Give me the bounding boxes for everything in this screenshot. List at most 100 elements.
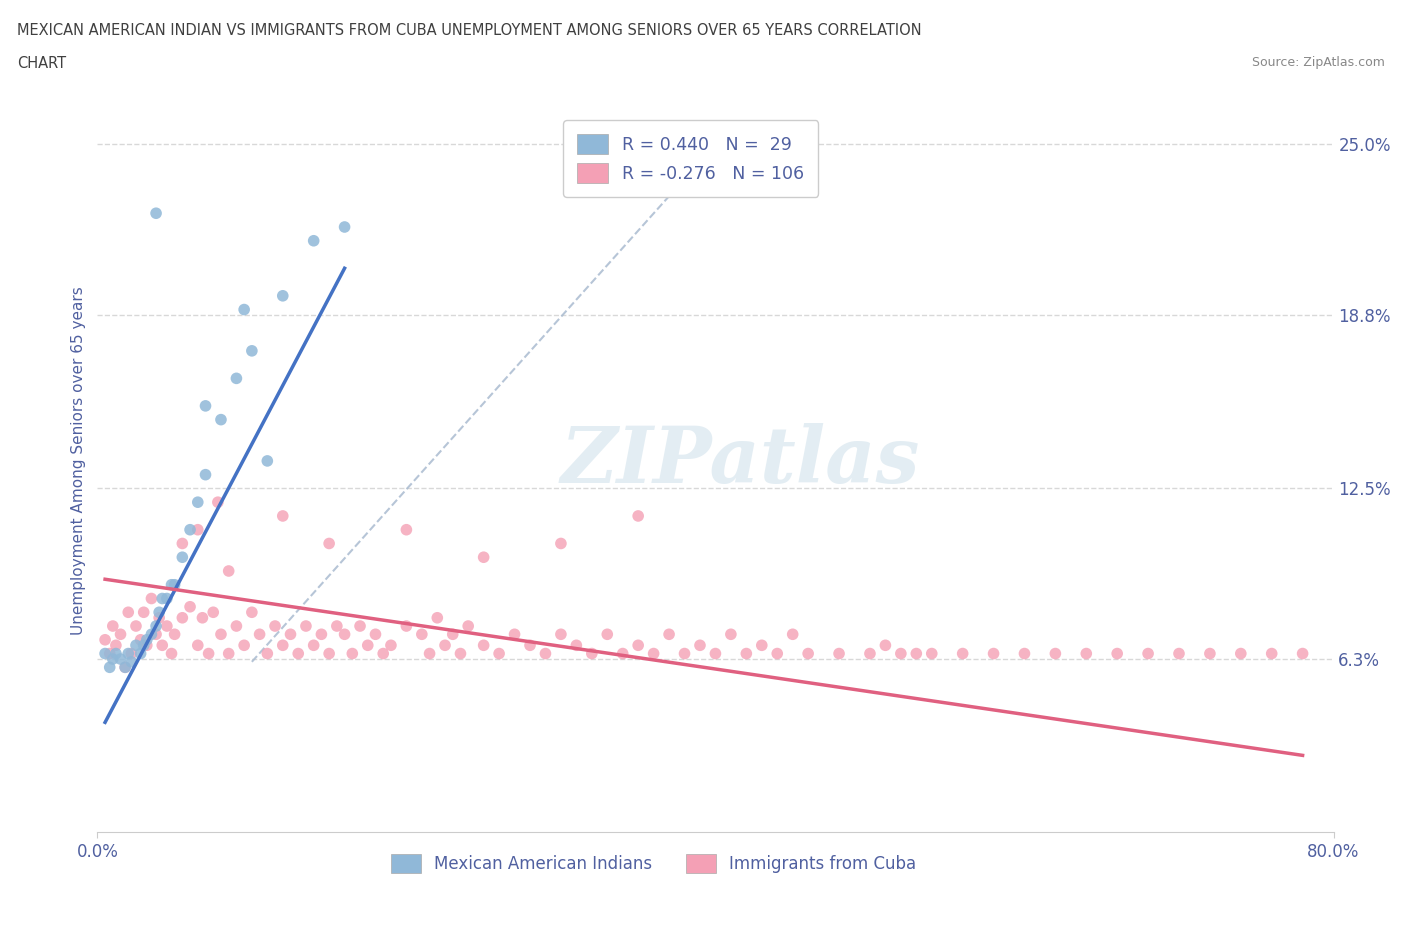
- Point: [202, 604, 225, 619]
- Point: [163, 578, 186, 592]
- Point: [218, 646, 240, 661]
- Point: [457, 618, 479, 633]
- Point: [689, 638, 711, 653]
- Point: [411, 627, 433, 642]
- Point: [240, 343, 263, 358]
- Point: [101, 618, 124, 633]
- Point: [194, 467, 217, 482]
- Point: [150, 591, 173, 606]
- Point: [110, 652, 132, 667]
- Point: [890, 646, 912, 661]
- Point: [565, 638, 588, 653]
- Point: [333, 627, 356, 642]
- Point: [104, 638, 127, 653]
- Point: [859, 646, 882, 661]
- Point: [921, 646, 943, 661]
- Point: [197, 646, 219, 661]
- Point: [519, 638, 541, 653]
- Point: [187, 523, 209, 538]
- Point: [704, 646, 727, 661]
- Point: [373, 646, 395, 661]
- Point: [233, 302, 256, 317]
- Point: [1168, 646, 1191, 661]
- Text: MEXICAN AMERICAN INDIAN VS IMMIGRANTS FROM CUBA UNEMPLOYMENT AMONG SENIORS OVER : MEXICAN AMERICAN INDIAN VS IMMIGRANTS FR…: [17, 23, 921, 38]
- Point: [550, 627, 572, 642]
- Point: [264, 618, 287, 633]
- Point: [160, 578, 183, 592]
- Point: [380, 638, 402, 653]
- Point: [627, 509, 650, 524]
- Point: [225, 618, 247, 633]
- Point: [983, 646, 1005, 661]
- Point: [426, 610, 449, 625]
- Point: [503, 627, 526, 642]
- Point: [172, 550, 194, 565]
- Point: [612, 646, 634, 661]
- Point: [395, 523, 418, 538]
- Point: [125, 618, 148, 633]
- Point: [875, 638, 897, 653]
- Point: [179, 523, 201, 538]
- Point: [172, 536, 194, 551]
- Point: [150, 638, 173, 653]
- Point: [98, 660, 121, 675]
- Point: [280, 627, 302, 642]
- Point: [129, 632, 152, 647]
- Point: [357, 638, 380, 653]
- Point: [550, 536, 572, 551]
- Point: [441, 627, 464, 642]
- Point: [172, 610, 194, 625]
- Point: [145, 627, 167, 642]
- Point: [1291, 646, 1313, 661]
- Point: [828, 646, 851, 661]
- Point: [271, 509, 294, 524]
- Point: [302, 638, 325, 653]
- Point: [472, 638, 495, 653]
- Point: [905, 646, 928, 661]
- Point: [673, 646, 696, 661]
- Point: [302, 233, 325, 248]
- Point: [349, 618, 371, 633]
- Point: [596, 627, 619, 642]
- Point: [751, 638, 773, 653]
- Point: [156, 591, 179, 606]
- Point: [735, 646, 758, 661]
- Point: [1199, 646, 1222, 661]
- Y-axis label: Unemployment Among Seniors over 65 years: Unemployment Among Seniors over 65 years: [72, 286, 86, 635]
- Point: [135, 638, 157, 653]
- Point: [187, 638, 209, 653]
- Point: [271, 288, 294, 303]
- Point: [311, 627, 333, 642]
- Legend: Mexican American Indians, Immigrants from Cuba: Mexican American Indians, Immigrants fro…: [384, 847, 922, 880]
- Point: [110, 627, 132, 642]
- Point: [129, 646, 152, 661]
- Point: [145, 206, 167, 220]
- Point: [627, 638, 650, 653]
- Point: [395, 618, 418, 633]
- Point: [120, 646, 142, 661]
- Point: [271, 638, 294, 653]
- Point: [120, 655, 142, 670]
- Point: [1260, 646, 1282, 661]
- Point: [117, 604, 139, 619]
- Point: [141, 591, 163, 606]
- Point: [141, 627, 163, 642]
- Point: [194, 398, 217, 413]
- Text: Source: ZipAtlas.com: Source: ZipAtlas.com: [1251, 56, 1385, 69]
- Point: [101, 652, 124, 667]
- Point: [658, 627, 681, 642]
- Point: [318, 646, 340, 661]
- Point: [249, 627, 271, 642]
- Point: [114, 660, 136, 675]
- Text: CHART: CHART: [17, 56, 66, 71]
- Point: [218, 564, 240, 578]
- Point: [326, 618, 349, 633]
- Point: [132, 638, 155, 653]
- Point: [207, 495, 229, 510]
- Point: [135, 632, 157, 647]
- Point: [94, 646, 117, 661]
- Point: [766, 646, 789, 661]
- Point: [797, 646, 820, 661]
- Point: [225, 371, 247, 386]
- Point: [287, 646, 309, 661]
